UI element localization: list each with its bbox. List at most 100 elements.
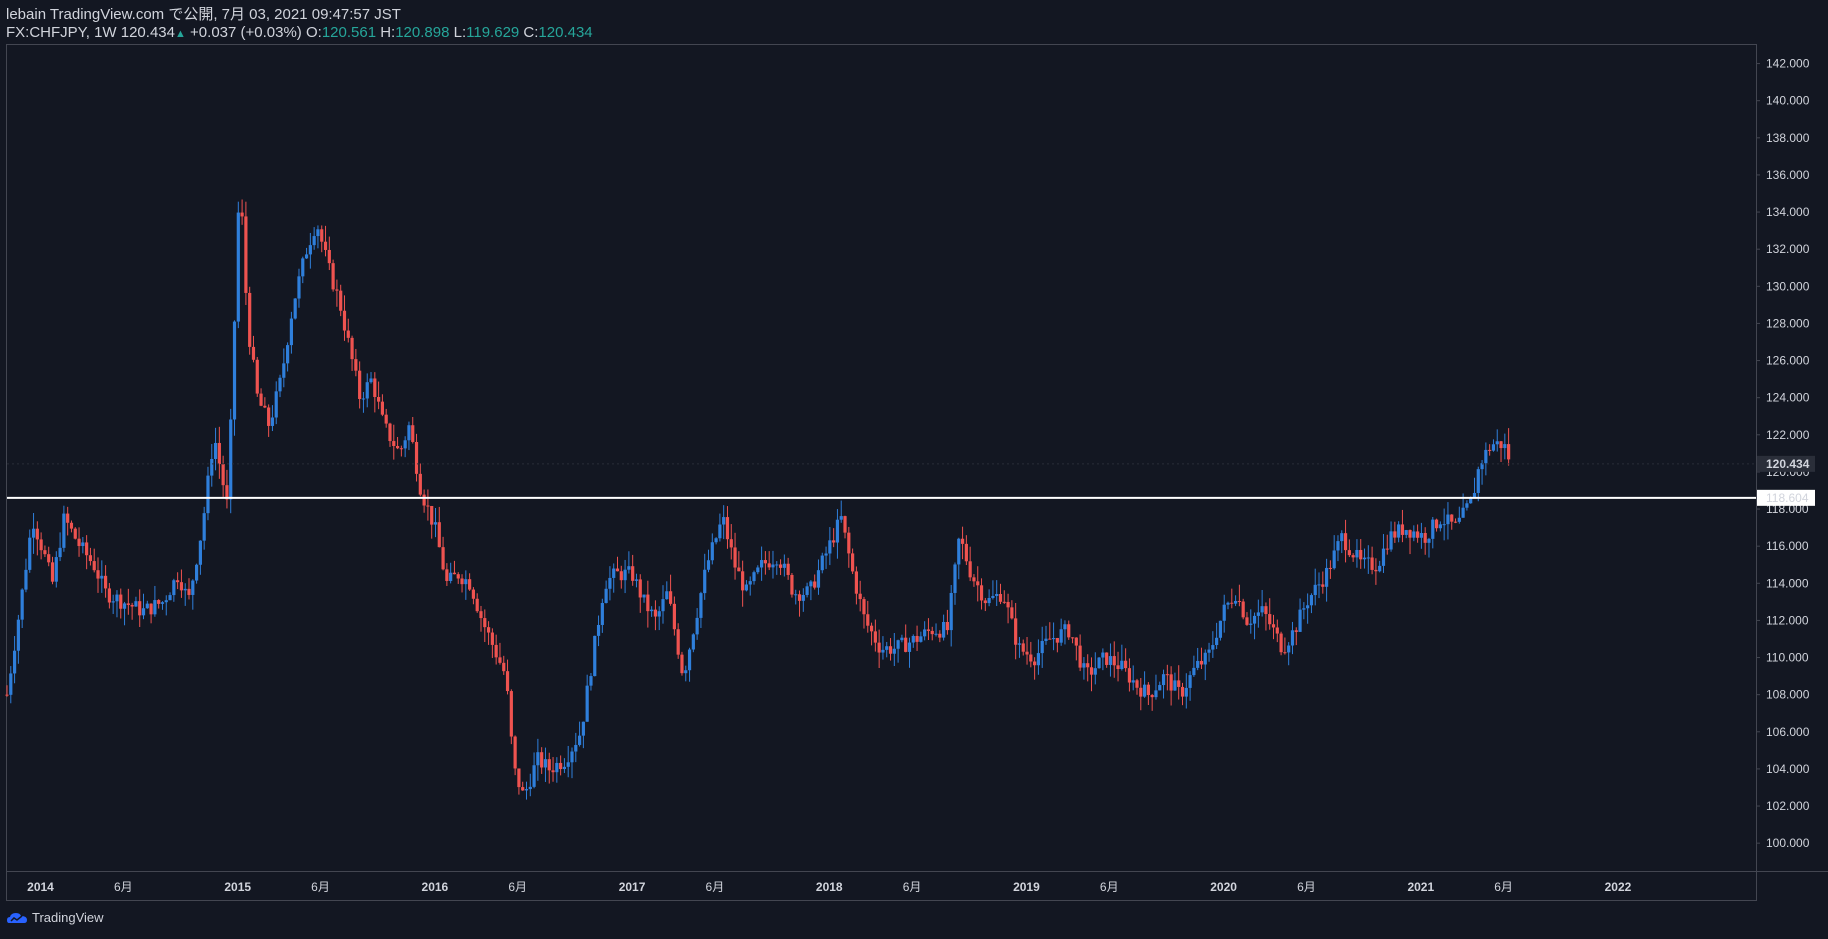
candle <box>327 236 331 271</box>
candle <box>479 605 483 632</box>
candle <box>437 506 441 548</box>
candle <box>729 524 733 560</box>
y-tick-label: 112.000 <box>1766 613 1809 627</box>
candle <box>301 256 305 284</box>
candle <box>1230 588 1234 609</box>
candle <box>1378 560 1382 573</box>
y-tick-label: 128.000 <box>1766 316 1810 330</box>
candle <box>907 637 912 668</box>
candle <box>160 601 165 610</box>
up-arrow-icon: ▲ <box>174 28 186 40</box>
candle <box>562 758 567 774</box>
candle <box>1268 598 1272 630</box>
candle <box>942 614 946 641</box>
candle <box>1089 657 1094 692</box>
candle <box>130 602 134 620</box>
candle <box>650 606 654 617</box>
candle <box>92 548 96 573</box>
candle <box>1389 521 1393 552</box>
y-tick-label: 124.000 <box>1766 391 1810 405</box>
candle <box>134 596 138 607</box>
candle <box>1055 637 1059 653</box>
candle <box>1275 619 1279 643</box>
candle <box>919 631 923 643</box>
candle <box>1446 502 1450 540</box>
candle <box>244 201 248 306</box>
candle <box>1177 665 1181 700</box>
candle <box>380 394 385 417</box>
symbol-label[interactable]: FX:CHFJPY, 1W <box>6 24 117 41</box>
candle <box>706 549 711 573</box>
candle <box>596 615 601 647</box>
time-axis[interactable]: 2014 6月 2015 6月 2016 6月 2017 6月 2018 6月 2019 6月 2020… <box>27 880 1631 894</box>
candle <box>725 506 730 549</box>
candle <box>782 554 786 577</box>
y-tick-label: 140.000 <box>1766 94 1810 108</box>
candle <box>619 565 623 589</box>
candle <box>1173 672 1177 691</box>
candle <box>1290 621 1295 655</box>
candle <box>1434 518 1439 532</box>
candle <box>16 614 20 664</box>
y-tick-label: 126.000 <box>1766 354 1810 368</box>
candle <box>1264 602 1268 631</box>
candle <box>384 408 388 428</box>
candle <box>862 596 866 629</box>
candle <box>1366 545 1370 574</box>
candle <box>847 526 851 568</box>
candle <box>1370 546 1374 575</box>
candle <box>441 536 445 571</box>
footer-brand[interactable]: TradingView <box>32 910 104 925</box>
candle <box>498 642 502 665</box>
x-tick-label: 6月 <box>706 880 725 894</box>
candle <box>1006 593 1010 624</box>
x-tick-label: 6月 <box>903 880 922 894</box>
candle <box>543 747 548 782</box>
candle <box>1332 535 1336 570</box>
y-tick-label: 134.000 <box>1766 205 1810 219</box>
candle <box>1343 519 1348 563</box>
candle <box>449 562 453 584</box>
candle <box>111 594 115 614</box>
candle <box>286 342 290 372</box>
candle <box>456 572 460 584</box>
candle <box>786 557 790 580</box>
candle <box>615 556 620 572</box>
candle <box>460 574 464 593</box>
candle <box>642 594 646 603</box>
candle <box>1324 558 1329 602</box>
candle <box>737 551 741 572</box>
candle <box>1351 553 1355 562</box>
candle <box>949 584 953 647</box>
last-price-tag <box>1757 455 1815 472</box>
candle <box>293 298 297 320</box>
open-label: O: <box>305 24 322 41</box>
y-tick-label: 142.000 <box>1766 57 1810 71</box>
candle <box>687 647 692 682</box>
candle <box>149 603 153 624</box>
candle <box>763 551 767 575</box>
candle <box>517 768 521 795</box>
chart-header: lebain TradingView.com で公開, 7月 03, 2021 … <box>6 6 593 43</box>
candle <box>304 247 309 259</box>
candle <box>869 622 874 646</box>
candle <box>873 619 877 652</box>
plot-frame <box>6 44 1757 901</box>
candle <box>668 574 673 606</box>
candle <box>1245 612 1249 626</box>
candle <box>1472 477 1477 498</box>
candle <box>976 566 980 602</box>
candle <box>540 747 544 774</box>
candle <box>646 580 650 628</box>
candle <box>278 374 282 398</box>
candle <box>179 569 184 598</box>
candle <box>316 225 320 249</box>
candle <box>938 630 942 643</box>
candle <box>1169 666 1173 706</box>
price-axis[interactable]: 100.000 102.000 104.000 106.000 108.000 110.0… <box>7 57 1815 851</box>
candle <box>1491 439 1496 452</box>
candle <box>20 588 24 628</box>
candle <box>73 527 77 540</box>
candle <box>1302 602 1306 620</box>
